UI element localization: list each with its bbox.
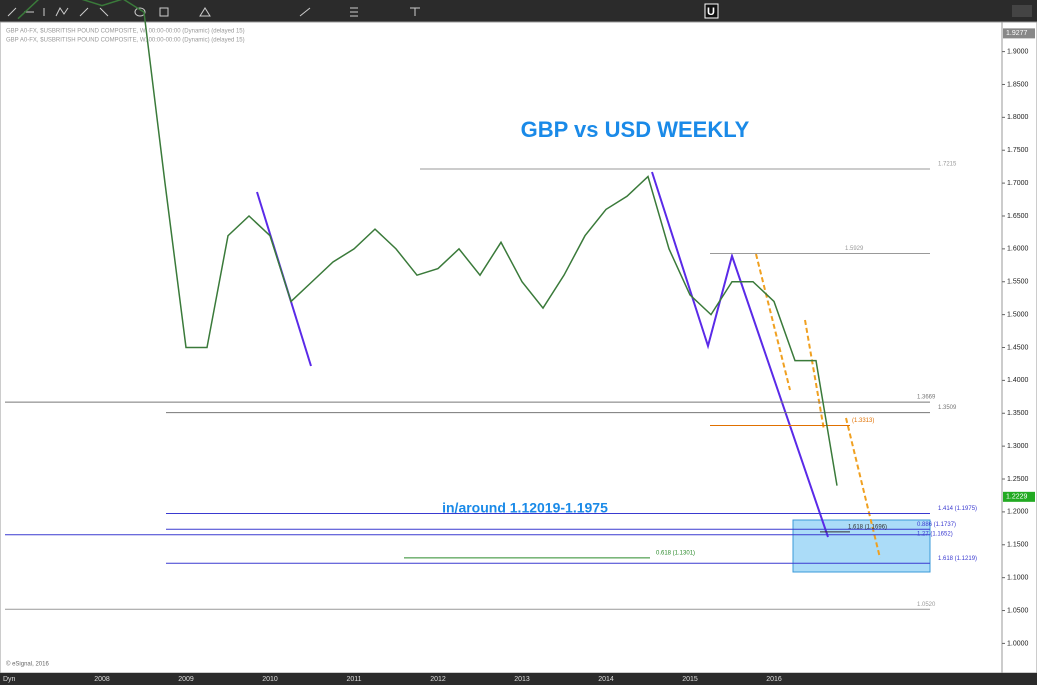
y-tick-label: 1.6000: [1007, 246, 1029, 253]
plot-area: [0, 21, 1003, 674]
price-box-label: 1.2229: [1006, 494, 1028, 501]
x-tick-label: 2012: [430, 676, 446, 683]
x-tick-label: 2011: [346, 676, 361, 683]
mode: Dyn: [3, 676, 16, 683]
y-tick-label: 1.1500: [1007, 542, 1029, 549]
price-box-label: 1.9277: [1006, 30, 1028, 37]
y-tick-label: 1.2500: [1007, 476, 1029, 483]
copyright: © eSignal, 2016: [6, 661, 49, 668]
y-axis-panel: [1001, 21, 1037, 674]
x-tick-label: 2008: [94, 676, 110, 683]
level-label: 1.7215: [938, 162, 957, 168]
level-label: 0.618 (1.1301): [656, 550, 695, 556]
x-tick-label: 2009: [178, 676, 194, 683]
y-tick-label: 1.3500: [1007, 410, 1029, 417]
y-tick-label: 1.8500: [1007, 81, 1029, 88]
x-tick-label: 2015: [682, 676, 698, 683]
y-tick-label: 1.0000: [1007, 640, 1029, 647]
y-tick-label: 1.3000: [1007, 443, 1029, 450]
y-tick-label: 1.1000: [1007, 574, 1029, 581]
level-label: 1.27 (1.1652): [917, 531, 953, 537]
chart-title: GBP vs USD WEEKLY: [521, 117, 750, 142]
x-tick-label: 2016: [766, 676, 782, 683]
toolbar[interactable]: [0, 0, 1037, 22]
y-tick-label: 1.5500: [1007, 279, 1029, 286]
y-tick-label: 1.2000: [1007, 509, 1029, 516]
level-label: 0.886 (1.1737): [917, 522, 956, 528]
y-tick-label: 1.8000: [1007, 114, 1029, 121]
y-tick-label: 1.5000: [1007, 311, 1029, 318]
toolbar-button[interactable]: [1012, 5, 1032, 17]
header-1: GBP A0-FX, $USBRITISH POUND COMPOSITE, W…: [6, 29, 245, 35]
price-line: [17, 0, 838, 486]
x-tick-label: 2010: [262, 676, 278, 683]
level-label: 1.414 (1.1975): [938, 506, 977, 512]
toolbar-icons: [7, 3, 719, 19]
level-label: 1.3669: [917, 395, 936, 401]
header-2: GBP A0-FX, $USBRITISH POUND COMPOSITE, W…: [6, 38, 245, 44]
x-tick-label: 2014: [598, 676, 614, 683]
level-label: 1.618 (1.1219): [938, 556, 977, 562]
y-tick-label: 1.4500: [1007, 344, 1029, 351]
level-label: 1.5929: [845, 246, 864, 252]
y-tick-label: 1.7500: [1007, 147, 1029, 154]
y-tick-label: 1.0500: [1007, 607, 1029, 614]
y-tick-label: 1.4000: [1007, 377, 1029, 384]
x-tick-label: 2013: [514, 676, 530, 683]
level-label: 1.3509: [938, 405, 957, 411]
x-axis-panel: [0, 673, 1037, 685]
level-label: 1.618 (1.1696): [848, 524, 887, 530]
y-tick-label: 1.7000: [1007, 180, 1029, 187]
level-label: (1.3313): [852, 418, 874, 424]
toolbar-u[interactable]: U: [707, 6, 715, 18]
level-label: 1.0520: [917, 602, 936, 608]
annotation: in/around 1.12019-1.1975: [442, 500, 608, 516]
price-box: [1003, 28, 1035, 39]
y-tick-label: 1.6500: [1007, 213, 1029, 220]
y-tick-label: 1.9000: [1007, 48, 1029, 55]
price-box: [1003, 491, 1035, 502]
